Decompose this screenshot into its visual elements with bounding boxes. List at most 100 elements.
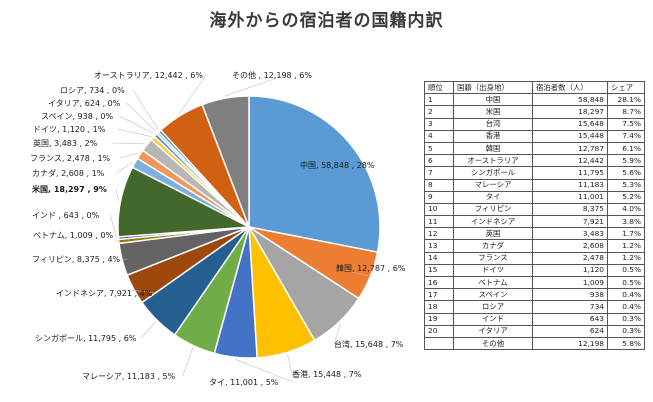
table-row: 4 香港 15,448 7.4%	[424, 129, 645, 143]
cell-country: 台湾	[453, 117, 533, 131]
cell-guests: 3,483	[532, 227, 608, 241]
cell-country: 英国	[453, 227, 533, 241]
table-row: 18 ロシア 734 0.4%	[424, 300, 645, 314]
cell-rank: 10	[424, 202, 454, 217]
table-row: 2 米国 18,297 8.7%	[424, 105, 645, 119]
leader-line	[120, 258, 128, 261]
cell-guests: 624	[532, 324, 608, 338]
cell-country: ドイツ	[453, 263, 533, 278]
cell-share: 7.4%	[607, 129, 645, 143]
leader-line	[110, 214, 117, 239]
leader-line	[141, 321, 156, 339]
cell-country: マレーシア	[453, 178, 533, 192]
cell-share: 7.5%	[607, 117, 645, 131]
cell-rank: 16	[424, 275, 454, 290]
cell-rank: 14	[424, 251, 454, 265]
cell-guests: 1,120	[532, 263, 608, 278]
cell-country: インド	[453, 312, 533, 326]
leader-line	[116, 128, 152, 137]
cell-country: 香港	[453, 129, 533, 143]
cell-country: 中国	[453, 93, 533, 107]
table-row: 16 ベトナム 1,009 0.5%	[424, 275, 645, 290]
cell-rank: 2	[424, 105, 454, 119]
pie-slice	[248, 95, 381, 254]
leader-line	[115, 161, 134, 174]
cell-country: オーストラリア	[453, 154, 533, 168]
cell-share: 4.0%	[607, 202, 645, 217]
cell-rank: 4	[424, 129, 454, 143]
cell-share: 1.7%	[607, 227, 645, 241]
slice-label: イタリア, 624 , 0%	[48, 99, 121, 108]
slice-label: タイ, 11,001 , 5%	[209, 378, 279, 387]
slice-label: 台湾, 15,648 , 7%	[334, 339, 404, 349]
cell-share: 0.3%	[607, 312, 645, 326]
leader-line	[132, 89, 159, 130]
cell-rank: 3	[424, 117, 454, 131]
cell-rank: 5	[424, 141, 454, 156]
cell-country: タイ	[453, 190, 533, 204]
slice-label: ドイツ, 1,120 , 1%	[33, 125, 106, 134]
cell-guests: 12,787	[532, 141, 608, 156]
cell-rank: 9	[424, 190, 454, 204]
cell-guests: 643	[532, 312, 608, 326]
table-row: 11 インドネシア 7,921 3.8%	[424, 215, 645, 229]
header-share: シェア	[607, 80, 645, 95]
table-row: 12 英国 3,483 1.7%	[424, 227, 645, 241]
slice-label: その他 , 12,198 , 6%	[232, 70, 312, 80]
cell-share: 6.1%	[607, 141, 645, 156]
cell-rank: 7	[424, 166, 454, 180]
table-row: 3 台湾 15,648 7.5%	[424, 117, 645, 131]
cell-share: 28.1%	[607, 93, 645, 107]
table-row: 10 フィリピン 8,375 4.0%	[424, 202, 645, 217]
cell-rank: 15	[424, 263, 454, 278]
slice-label: シンガポール, 11,795 , 6%	[35, 333, 137, 343]
slice-label: インド , 643 , 0%	[32, 211, 100, 220]
cell-guests: 15,448	[532, 129, 608, 143]
slice-label: スペイン, 938 , 0%	[41, 112, 114, 121]
slice-label: 米国, 18,297 , 9%	[31, 184, 107, 194]
table-row: 17 スペイン 938 0.4%	[424, 288, 645, 302]
table-row: 6 オーストラリア 12,442 5.9%	[424, 154, 645, 168]
cell-guests: 11,795	[532, 166, 608, 180]
cell-share: 1.2%	[607, 239, 645, 253]
slice-label: 香港, 15,448 , 7%	[292, 369, 362, 379]
leader-line	[224, 74, 285, 97]
leader-line	[182, 347, 194, 377]
cell-rank: 18	[424, 300, 454, 314]
slice-label: フランス, 2,478 , 1%	[30, 154, 111, 163]
leader-line	[333, 323, 341, 345]
table-row: 5 韓国 12,787 6.1%	[424, 141, 645, 156]
cell-share: 0.4%	[607, 288, 645, 302]
cell-guests: 18,297	[532, 105, 608, 119]
slice-label: 英国, 3,483 , 2%	[33, 138, 98, 148]
cell-guests: 2,608	[532, 239, 608, 253]
leader-line	[119, 115, 155, 134]
slice-label: ベトナム, 1,009 , 0%	[33, 231, 113, 240]
cell-guests: 734	[532, 300, 608, 314]
cell-rank: 20	[424, 324, 454, 338]
leader-line	[178, 74, 207, 114]
slice-label: インドネシア, 7,921 , 4%	[56, 289, 153, 298]
ranking-table: 順位 国籍（出身地） 宿泊者数（人） シェア 1 中国 58,848 28.1% 2 米国…	[424, 80, 645, 351]
cell-share: 5.2%	[607, 190, 645, 204]
cell-rank	[424, 336, 454, 351]
slice-label: マレーシア, 11,183 , 5%	[82, 372, 176, 381]
cell-guests: 7,921	[532, 215, 608, 229]
cell-guests: 58,848	[532, 93, 608, 107]
cell-country: 米国	[453, 105, 533, 119]
cell-share: 5.8%	[607, 336, 645, 351]
leader-line	[119, 152, 139, 159]
cell-country: シンガポール	[453, 166, 533, 180]
table-row: 7 シンガポール 11,795 5.6%	[424, 166, 645, 180]
cell-guests: 12,198	[532, 336, 608, 351]
cell-share: 1.2%	[607, 251, 645, 265]
table-row: 19 インド 643 0.3%	[424, 312, 645, 326]
cell-share: 8.7%	[607, 105, 645, 119]
header-rank: 順位	[424, 80, 454, 95]
cell-country: フィリピン	[453, 202, 533, 217]
leader-line	[235, 359, 294, 383]
table-row: 14 フランス 2,478 1.2%	[424, 251, 645, 265]
leader-line	[126, 102, 157, 132]
slice-label: ロシア, 734 , 0%	[60, 86, 125, 95]
